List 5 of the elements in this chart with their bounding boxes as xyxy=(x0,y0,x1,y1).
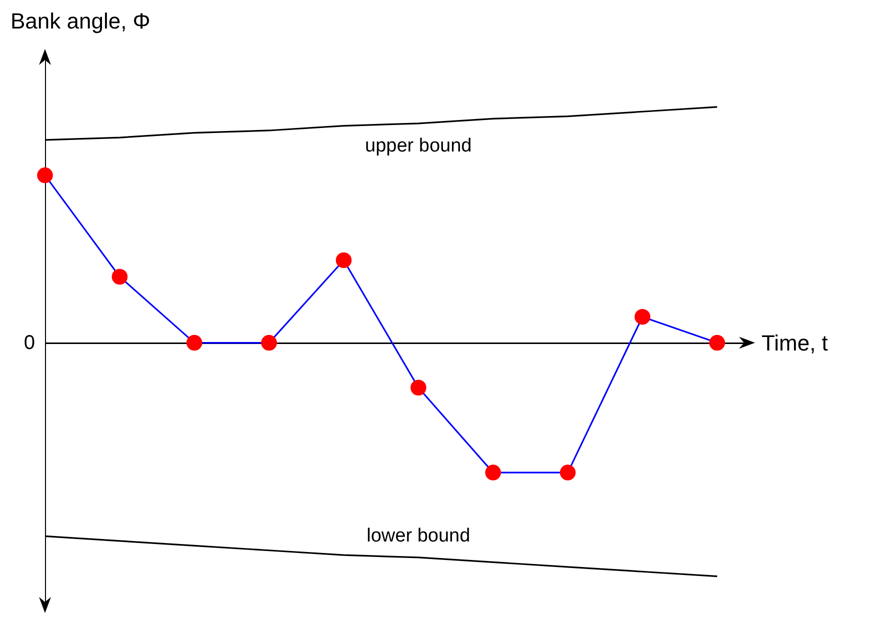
text: 0 xyxy=(24,332,35,354)
series-label: lower bound xyxy=(366,525,470,546)
series-label: upper bound xyxy=(365,135,472,156)
x-axis-title: Time, t xyxy=(762,330,828,356)
y-axis-title: Bank angle, Φ xyxy=(10,8,150,34)
